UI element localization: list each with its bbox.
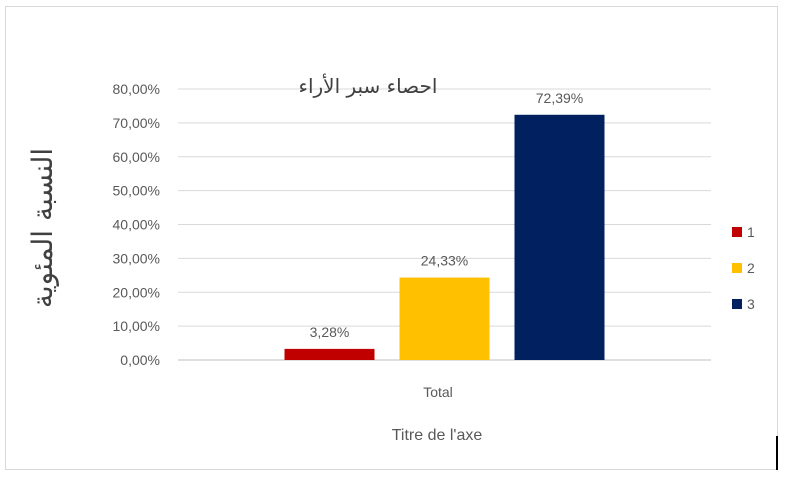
y-tick-label: 40,00% [113,217,160,233]
legend-label-2: 2 [747,260,755,276]
bars [284,114,605,361]
data-label-series-3: 72,39% [536,90,583,106]
gridlines [178,88,711,361]
y-axis-title: النسبة المئوية [26,148,59,308]
x-category-label: Total [423,384,453,400]
y-tick-label: 10,00% [113,318,160,334]
bar-series-1 [284,348,375,360]
chart-title: احصاء سبر الأراء [299,74,438,98]
legend-swatch-2 [732,263,742,273]
x-axis-title: Titre de l'axe [392,427,483,444]
legend-label-3: 3 [747,296,755,312]
data-label-series-2: 24,33% [421,253,468,269]
y-tick-label: 60,00% [113,149,160,165]
data-labels: 3,28% 24,33% 72,39% [310,90,584,340]
chart-frame [5,6,778,470]
legend: 1 2 3 [732,224,755,312]
y-tick-label: 50,00% [113,183,160,199]
y-tick-label: 30,00% [113,250,160,266]
y-tick-label: 80,00% [113,81,160,97]
legend-swatch-3 [732,299,742,309]
bar-series-3 [514,114,605,361]
y-tick-label: 20,00% [113,284,160,300]
bar-series-2 [399,277,490,360]
legend-swatch-1 [732,227,742,237]
y-tick-label: 0,00% [120,352,160,368]
y-axis-ticks: 0,00% 10,00% 20,00% 30,00% 40,00% 50,00% 60,00… [113,81,160,368]
legend-label-1: 1 [747,224,755,240]
data-label-series-1: 3,28% [310,324,350,340]
text-cursor [776,436,778,470]
y-tick-label: 70,00% [113,115,160,131]
